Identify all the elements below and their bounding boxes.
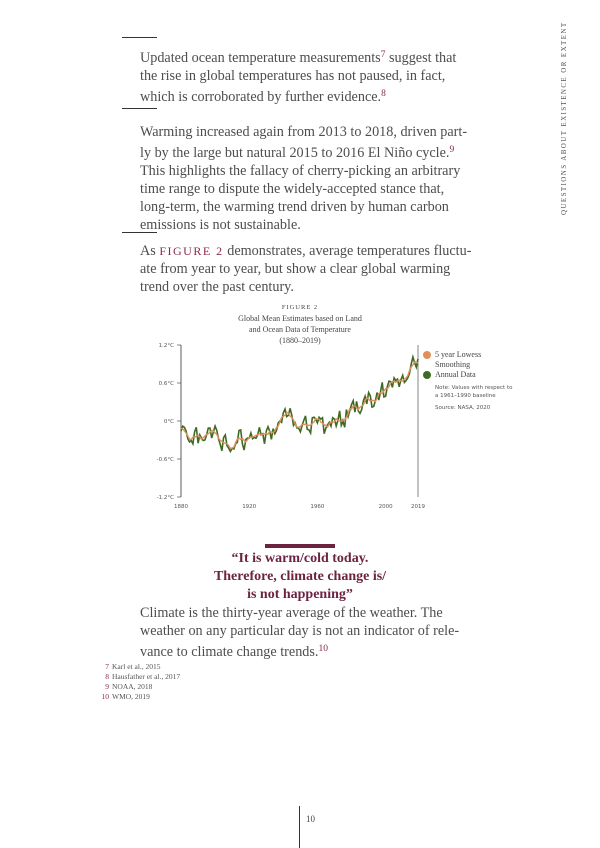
paragraph-ocean-measurements: Updated ocean temperature measurements7 … xyxy=(140,46,470,106)
figure-label: FIGURE 2 xyxy=(281,304,319,311)
footnote-ref-10[interactable]: 10 xyxy=(318,644,328,654)
annual-data-line xyxy=(180,353,419,454)
footnotes: 7 Karl et al., 2015 8 Hausfather et al., 2… xyxy=(100,662,181,702)
y-tick-label: 1.2°C xyxy=(159,343,174,349)
section-rule xyxy=(122,108,157,109)
footnote-number: 7 xyxy=(105,662,109,671)
y-tick-label: -1.2°C xyxy=(157,495,174,501)
quote-line: “It is warm/cold today. xyxy=(231,551,369,566)
legend-swatch-orange xyxy=(423,351,431,359)
page-number-rule xyxy=(299,806,300,848)
paragraph-warming-increase: Warming increased again from 2013 to 201… xyxy=(140,123,470,234)
paragraph-figure-reference: As FIGURE 2 demonstrates, average temper… xyxy=(140,242,472,296)
paragraph-climate-definition: Climate is the thirty-year average of th… xyxy=(140,604,470,661)
page-number: 10 xyxy=(306,814,315,824)
chart-legend: 5 year Lowess Smoothing Annual Data Note… xyxy=(423,350,515,412)
y-tick-label: 0°C xyxy=(164,419,174,425)
text-line: As xyxy=(140,243,160,259)
legend-label: 5 year Lowess Smoothing xyxy=(435,350,482,369)
x-tick-label: 1880 xyxy=(174,504,188,510)
y-tick-label: -0.6°C xyxy=(157,457,174,463)
footnote-text: WMO, 2019 xyxy=(112,692,150,701)
section-rule xyxy=(122,232,157,233)
footnote-text: Hausfather et al., 2017 xyxy=(112,672,181,681)
text-line: the rise in global temperatures has not … xyxy=(140,68,446,84)
x-tick-label: 2019 xyxy=(411,504,425,510)
pull-quote: “It is warm/cold today. Therefore, clima… xyxy=(150,550,450,604)
text-line: vance to climate change trends. xyxy=(140,644,319,660)
chart-source: Source: NASA, 2020 xyxy=(435,405,491,411)
legend-label: Annual Data xyxy=(435,370,476,379)
legend-item-smoothing: 5 year Lowess Smoothing xyxy=(423,350,515,370)
x-tick-label: 1920 xyxy=(242,504,256,510)
x-tick-label: 1960 xyxy=(310,504,324,510)
text-line: which is corroborated by further evidenc… xyxy=(140,89,382,105)
text-line: weather on any particular day is not an … xyxy=(140,623,460,639)
text-line: demonstrates, average temperatures fluct… xyxy=(223,243,472,259)
legend-item-annual: Annual Data xyxy=(423,370,515,380)
text-line: ly by the large but natural 2015 to 2016… xyxy=(140,145,450,161)
quote-line: is not happening” xyxy=(247,587,353,602)
figure-caption: FIGURE 2 Global Mean Estimates based on … xyxy=(200,302,400,346)
text-line: This highlights the fallacy of cherry-pi… xyxy=(140,163,461,179)
text-line: ate from year to year, but show a clear … xyxy=(140,261,451,277)
footnote: 8 Hausfather et al., 2017 xyxy=(100,672,180,682)
x-tick-label: 2000 xyxy=(379,504,393,510)
figure-title-line: Global Mean Estimates based on Land xyxy=(238,314,362,323)
text-line: long-term, the warming trend driven by h… xyxy=(140,199,449,215)
quote-bar xyxy=(265,544,335,548)
footnote-text: NOAA, 2018 xyxy=(112,682,153,691)
footnote: 10 WMO, 2019 xyxy=(100,692,180,702)
footnote-ref-7[interactable]: 7 xyxy=(380,50,386,60)
smoothing-line xyxy=(180,360,419,450)
legend-swatch-green xyxy=(423,371,431,379)
text-line: suggest that xyxy=(385,50,457,66)
figure-reference[interactable]: FIGURE 2 xyxy=(159,244,224,258)
footnote: 9 NOAA, 2018 xyxy=(100,682,180,692)
figure-title-line: (1880–2019) xyxy=(279,336,321,345)
section-rule xyxy=(122,37,157,38)
footnote-number: 9 xyxy=(105,682,109,691)
y-tick-label: 0.6°C xyxy=(159,381,174,387)
text-line: Warming increased again from 2013 to 201… xyxy=(140,124,468,140)
footnote-number: 10 xyxy=(101,692,110,701)
footnote-number: 8 xyxy=(105,672,109,681)
figure-title-line: and Ocean Data of Temperature xyxy=(249,325,351,334)
footnote-ref-8[interactable]: 8 xyxy=(381,89,386,99)
footnote-ref-9[interactable]: 9 xyxy=(449,145,455,155)
text-line: emissions is not sustainable. xyxy=(140,217,301,233)
footnote-text: Karl et al., 2015 xyxy=(112,662,161,671)
quote-line: Therefore, climate change is/ xyxy=(213,569,387,584)
footnote: 7 Karl et al., 2015 xyxy=(100,662,180,672)
text-line: trend over the past century. xyxy=(140,279,294,295)
text-line: Updated ocean temperature measurements xyxy=(140,50,381,66)
text-line: Climate is the thirty-year average of th… xyxy=(140,605,443,621)
text-line: time range to dispute the widely-accepte… xyxy=(140,181,445,197)
chart-note: Note: Values with respect to a 1961–1990… xyxy=(435,385,513,399)
